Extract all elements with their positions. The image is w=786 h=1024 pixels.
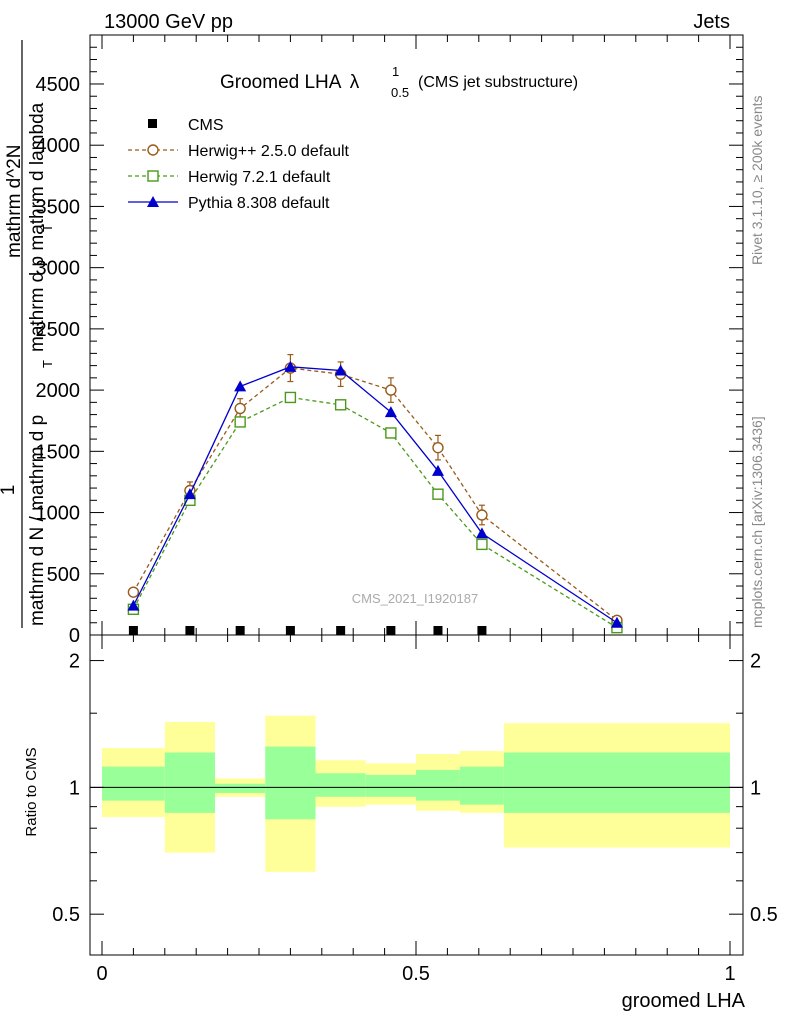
ratio-band-inner-1 (164, 752, 216, 813)
main-ytick-label-7: 3500 (36, 196, 81, 218)
ylabel-overlay: mathrm d^2N (4, 145, 25, 258)
ylabel-denominator-tail: mathrm d p mathrm d lambda (27, 102, 48, 352)
ratio-ytick-label-right-2: 2 (750, 651, 761, 673)
series-line-pythia-8-308-default (132, 366, 618, 624)
ratio-ytick-label-right-1: 1 (750, 777, 761, 799)
series-line-herwig-2-5-0-default (132, 367, 618, 621)
xtick-label-2: 1 (724, 963, 735, 985)
ratio-ytick-label-right-0: 0.5 (750, 904, 778, 926)
point-herwig-2-5-0-default-0 (127, 586, 140, 598)
main-ylabel: 1 mathrm d N / mathrm d p T mathrm d p m… (0, 40, 55, 628)
point-pythia-8-308-default-1 (183, 488, 196, 500)
point-pythia-8-308-default-4 (334, 364, 347, 376)
point-cms-5 (386, 626, 396, 635)
point-cms-2 (235, 626, 245, 635)
main-ytick-label-8: 4000 (36, 135, 81, 157)
legend-label-cms: CMS (188, 117, 224, 134)
point-pythia-8-308-default-8 (610, 616, 623, 628)
point-pythia-8-308-default-6 (431, 464, 444, 476)
point-pythia-8-308-default-5 (384, 406, 397, 418)
ratio-band-inner-5 (365, 774, 416, 797)
header-jets: Jets (693, 11, 730, 33)
ratio-ytick-label-2: 2 (69, 651, 80, 673)
main-ytick-label-5: 2500 (36, 319, 81, 341)
point-cms-4 (336, 626, 346, 635)
point-cms-1 (185, 626, 195, 635)
legend-marker-herwigpp (147, 144, 159, 156)
point-herwig-2-5-0-default-6 (432, 441, 444, 454)
point-cms-0 (128, 626, 138, 635)
xlabel: groomed LHA (622, 990, 746, 1012)
main-ytick-label-6: 3000 (36, 258, 81, 280)
ratio-ytick-label-0: 0.5 (52, 904, 80, 926)
main-ytick-label-2: 1000 (36, 503, 81, 525)
title-superscript: 1 (392, 64, 399, 79)
ratio-band-inner-6 (416, 769, 460, 801)
ratio-band-inner-7 (459, 766, 504, 805)
ratio-ytick-label-1: 1 (69, 777, 80, 799)
main-ytick-label-3: 1500 (36, 441, 81, 463)
ratio-band-inner-3 (265, 746, 316, 820)
point-herwig-7-2-1-default-4 (334, 399, 347, 411)
ratio-band-inner-2 (215, 783, 266, 793)
xtick-label-0: 0 (96, 963, 107, 985)
ratio-ylabel: Ratio to CMS (23, 747, 40, 836)
xtick-label-1: 0.5 (402, 963, 430, 985)
ratio-band-inner-8 (503, 752, 730, 813)
main-ytick-label-1: 500 (47, 564, 80, 586)
point-herwig-2-5-0-default-5 (385, 384, 397, 396)
ratio-axes: 0.5 0.5 1 1 2 2 0 0.5 1 (52, 635, 778, 985)
point-herwig-2-5-0-default-7 (476, 509, 488, 521)
main-ytick-label-4: 2000 (36, 380, 81, 402)
ylabel-numerator: 1 (0, 485, 19, 496)
point-cms-7 (477, 626, 487, 635)
point-herwig-7-2-1-default-3 (284, 391, 297, 404)
point-pythia-8-308-default-0 (127, 599, 140, 611)
ratio-band-inner-4 (315, 773, 366, 797)
point-herwig-7-2-1-default-5 (385, 427, 397, 439)
point-herwig-7-2-1-default-7 (476, 538, 488, 551)
point-herwig-2-5-0-default-2 (234, 402, 246, 415)
point-cms-3 (285, 626, 295, 635)
analysis-watermark: CMS_2021_I1920187 (352, 591, 479, 606)
point-pythia-8-308-default-3 (284, 360, 297, 372)
ratio-bands (90, 715, 743, 872)
legend-marker-cms (148, 119, 157, 128)
rivet-label: Rivet 3.1.10, ≥ 200k events (749, 95, 765, 265)
title-lambda: λ (350, 72, 360, 93)
point-pythia-8-308-default-7 (475, 527, 488, 539)
title-subscript: 0.5 (391, 85, 409, 100)
point-cms-6 (433, 626, 443, 635)
svg-text:Groomed LHA λ: Groomed LHA λ (220, 72, 360, 93)
series-layer (127, 353, 623, 635)
mcplots-label: mcplots.cern.ch [arXiv:1306.3436] (749, 416, 765, 628)
header-energy: 13000 GeV pp (104, 11, 233, 33)
ratio-band-inner-0 (102, 766, 165, 801)
ylabel-subscript-2: T (40, 224, 55, 232)
legend-marker-herwig7 (147, 170, 159, 182)
legend-label-herwig7: Herwig 7.2.1 default (188, 169, 331, 186)
ylabel-subscript-1: T (40, 360, 55, 368)
title-suffix: (CMS jet substructure) (418, 74, 578, 91)
legend-label-herwigpp: Herwig++ 2.5.0 default (188, 143, 350, 160)
point-pythia-8-308-default-2 (234, 380, 247, 392)
point-herwig-7-2-1-default-6 (432, 488, 444, 500)
main-axes: 0 500 1000 1500 2000 2500 3000 3500 4000 4500 (36, 35, 743, 647)
main-ytick-label-0: 0 (69, 625, 80, 647)
plot-title: Groomed LHA λ 1 0.5 (CMS jet substructur… (220, 64, 578, 100)
title-text: Groomed LHA (220, 72, 342, 93)
ylabel-denominator: mathrm d N / mathrm d p (27, 415, 48, 626)
legend: CMS Herwig++ 2.5.0 default Herwig 7.2.1 … (128, 117, 350, 212)
legend-marker-pythia (147, 196, 159, 207)
point-herwig-7-2-1-default-2 (234, 416, 246, 428)
main-ytick-label-9: 4500 (36, 74, 81, 96)
legend-label-pythia: Pythia 8.308 default (188, 195, 330, 212)
